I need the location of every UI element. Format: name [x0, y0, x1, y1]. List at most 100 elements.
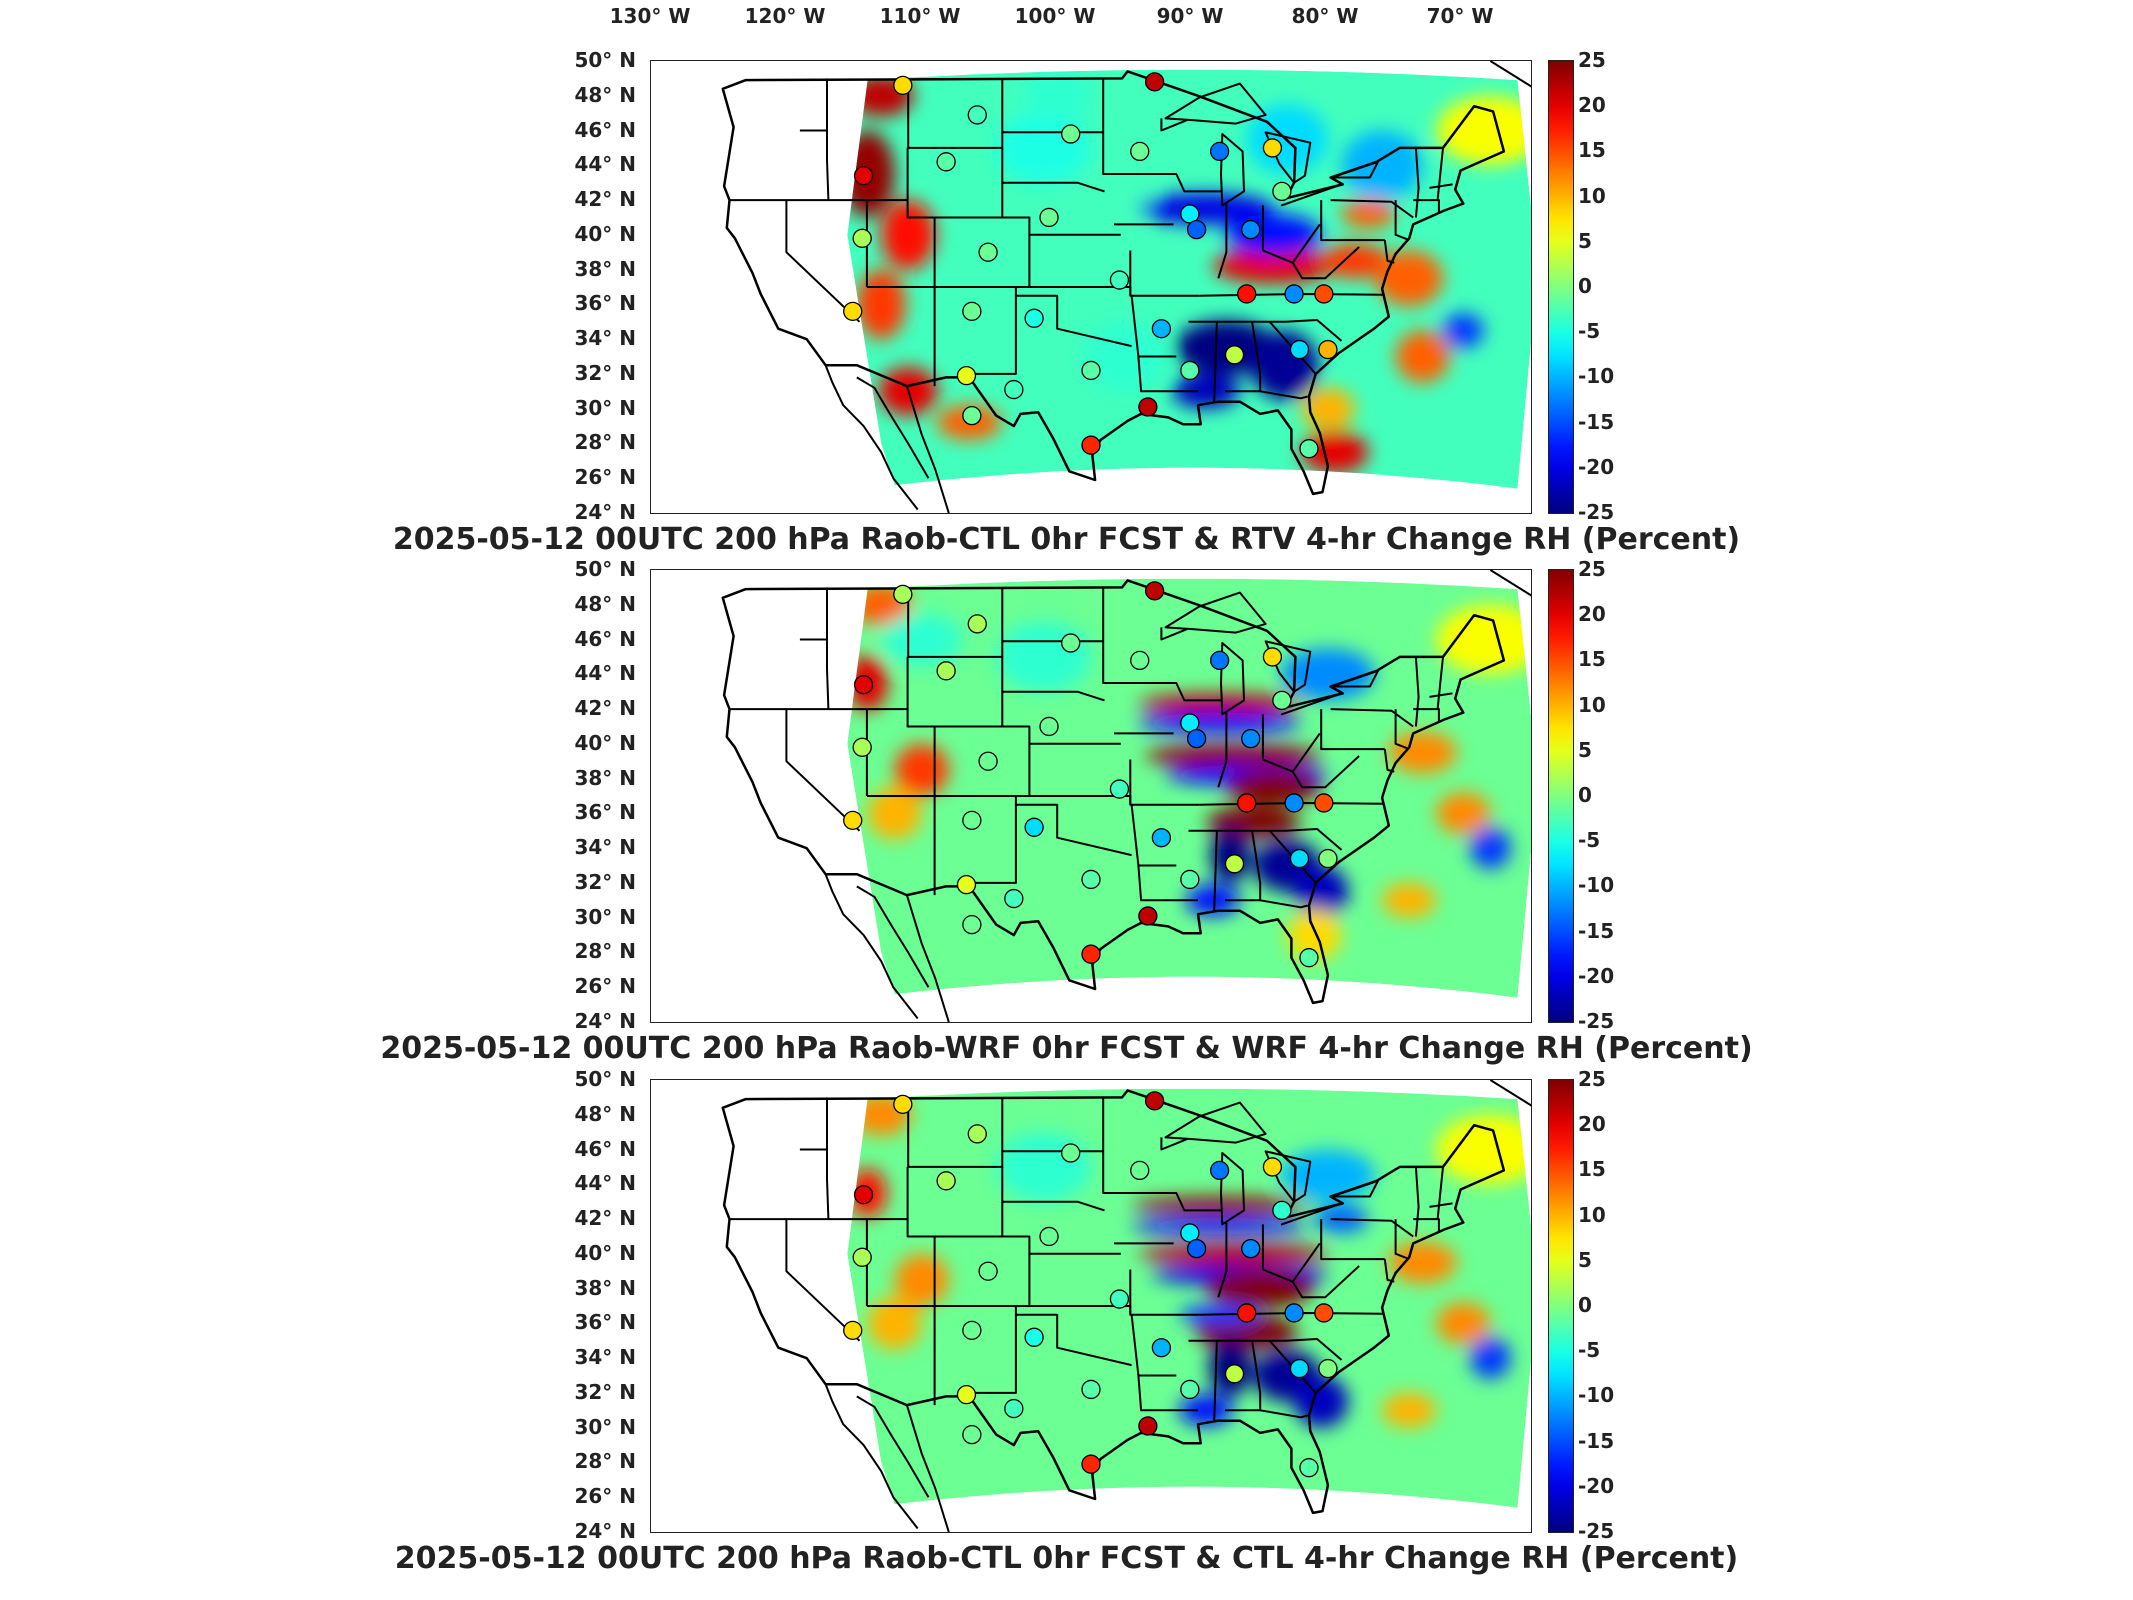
- state-border: [1383, 239, 1395, 264]
- colorbar-tick-label: -20: [1578, 454, 1615, 479]
- state-border: [826, 1097, 830, 1220]
- raob-station-marker: [956, 875, 977, 895]
- longitude-axis: 130° W 120° W 110° W 100° W 90° W 80° W …: [0, 4, 2133, 44]
- state-border: [906, 1166, 1031, 1306]
- raob-station-marker: [1144, 1091, 1165, 1111]
- colorbar: [1548, 569, 1574, 1023]
- lat-label: 34° N: [574, 835, 636, 860]
- raob-station-marker: [1314, 793, 1334, 813]
- state-border: [1429, 692, 1453, 698]
- colorbar: [1548, 1079, 1574, 1533]
- raob-station-marker: [1130, 141, 1150, 162]
- rh-field-patch: [1395, 330, 1450, 383]
- lat-label: 38° N: [574, 256, 636, 281]
- rh-field-patch: [1226, 213, 1322, 256]
- state-border: [1160, 118, 1188, 132]
- great-lake-outline: [1164, 1101, 1267, 1144]
- lat-label: 30° N: [574, 395, 636, 420]
- rh-field-patch: [894, 743, 949, 796]
- raob-station-marker: [1209, 650, 1230, 671]
- state-border: [826, 78, 830, 201]
- lat-label: 28° N: [574, 939, 636, 964]
- raob-station-marker: [853, 675, 874, 695]
- lat-label: 26° N: [574, 465, 636, 490]
- lat-label: 42° N: [574, 187, 636, 212]
- rh-field-patch: [1443, 313, 1484, 348]
- raob-station-marker: [853, 166, 874, 186]
- raob-station-marker: [1004, 379, 1024, 400]
- raob-stations: [843, 581, 1338, 968]
- rh-change-field: [847, 69, 1531, 489]
- colorbar-tick-label: 5: [1578, 737, 1592, 762]
- raob-station-marker: [1209, 1160, 1230, 1181]
- raob-station-marker: [1004, 1398, 1024, 1419]
- rh-field-patch: [1138, 712, 1301, 734]
- colorbar-tick-label: -5: [1578, 1338, 1601, 1363]
- great-lake-outline: [1280, 1202, 1343, 1226]
- state-border: [1188, 828, 1343, 851]
- raob-station-marker: [1262, 1157, 1283, 1177]
- raob-station-marker: [1299, 1458, 1319, 1478]
- rh-change-field: [847, 1088, 1531, 1508]
- lat-label: 32° N: [574, 869, 636, 894]
- raob-station-marker: [1081, 1379, 1101, 1400]
- raob-station-marker: [1299, 948, 1319, 968]
- raob-station-marker: [1024, 817, 1044, 837]
- colorbar-tick-label: -5: [1578, 828, 1601, 853]
- rh-field-patch: [1436, 604, 1531, 675]
- state-border: [1436, 1166, 1444, 1220]
- lat-label: 28° N: [574, 1449, 636, 1474]
- state-border: [967, 796, 1017, 884]
- state-border: [1137, 1375, 1198, 1412]
- rh-field-patch: [996, 622, 1091, 692]
- state-border: [1413, 1218, 1440, 1232]
- lat-label: 26° N: [574, 974, 636, 999]
- raob-station-marker: [1144, 72, 1165, 92]
- raob-station-marker: [936, 152, 956, 172]
- colorbar-tick-label: 20: [1578, 93, 1606, 118]
- raob-station-marker: [1318, 339, 1338, 360]
- state-border: [1262, 1242, 1321, 1283]
- lon-label: 100° W: [1014, 4, 1096, 28]
- state-border: [1320, 709, 1385, 751]
- great-lake-outline: [1220, 133, 1245, 207]
- state-border: [1414, 147, 1420, 218]
- raob-station-marker: [1224, 345, 1245, 365]
- lat-label: 32° N: [574, 1379, 636, 1404]
- state-border: [1002, 1200, 1105, 1212]
- rh-field-patch: [867, 1297, 922, 1350]
- colorbar-tick-label: 25: [1578, 1067, 1606, 1091]
- raob-station-marker: [1186, 1238, 1207, 1259]
- panel-title: 2025-05-12 00UTC 200 hPa Raob-CTL 0hr FC…: [392, 522, 1741, 557]
- rh-field-patch: [1138, 193, 1274, 225]
- colorbar-tick-label: 5: [1578, 1247, 1592, 1272]
- lat-label: 24° N: [574, 1009, 636, 1033]
- state-border: [1262, 732, 1321, 773]
- great-lake-outline: [1331, 160, 1379, 179]
- lat-label: 32° N: [574, 360, 636, 385]
- lat-label: 50° N: [574, 1067, 636, 1091]
- colorbar-tick-label: 15: [1578, 647, 1606, 672]
- panel-title: 2025-05-12 00UTC 200 hPa Raob-WRF 0hr FC…: [380, 1031, 1753, 1066]
- us-coastline: [721, 70, 1506, 496]
- raob-station-marker: [1272, 1200, 1292, 1221]
- raob-station-marker: [1180, 1379, 1200, 1400]
- raob-station-marker: [967, 614, 987, 634]
- great-lake-outline: [1331, 669, 1379, 688]
- state-border: [1103, 682, 1223, 702]
- state-border: [1320, 200, 1385, 242]
- rh-field-patch: [1436, 95, 1531, 166]
- lat-label: 48° N: [574, 591, 636, 616]
- raob-station-marker: [1318, 1358, 1338, 1379]
- state-border: [1160, 627, 1188, 641]
- state-border: [1394, 1219, 1410, 1261]
- raob-station-marker: [1237, 1303, 1257, 1323]
- mexico-coastline: [856, 376, 930, 479]
- rh-field-patch: [1138, 1243, 1328, 1265]
- colorbar-tick-label: -25: [1578, 1009, 1615, 1033]
- raob-station-marker: [1130, 650, 1150, 671]
- state-border: [1137, 356, 1198, 393]
- mexico-coastline: [905, 385, 950, 513]
- raob-station-marker: [978, 1261, 998, 1281]
- raob-station-marker: [1081, 1454, 1101, 1474]
